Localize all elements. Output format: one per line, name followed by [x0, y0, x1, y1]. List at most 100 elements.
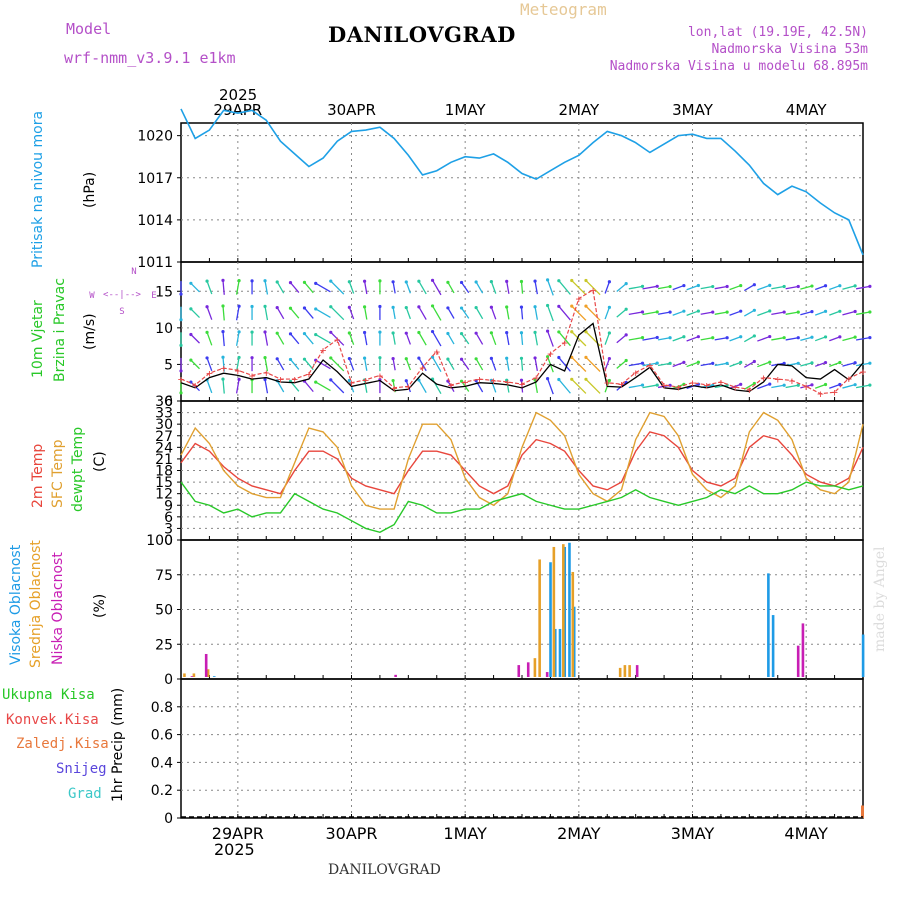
wind-arrow: [814, 361, 826, 367]
ytick-label: 24: [155, 440, 173, 456]
wind-gust-marker: +: [774, 373, 781, 386]
wind-arrow: [431, 280, 442, 296]
wind-arrow-head: [823, 382, 828, 387]
wind-arrow-head: [446, 306, 450, 310]
wind-arrow: [405, 281, 411, 294]
wind-arrow: [330, 306, 345, 321]
wind-arrow: [534, 357, 538, 372]
wind-arrow-head: [474, 357, 478, 361]
wind-arrow: [276, 332, 285, 345]
wind-arrow: [363, 281, 368, 295]
wind-arrow-head: [329, 330, 333, 334]
wind-arrow-head: [796, 383, 800, 387]
wind-arrow: [743, 360, 755, 368]
wind-arrow-head: [417, 378, 421, 382]
wind-arrow-head: [519, 331, 524, 335]
wind-arrow-head: [655, 383, 659, 387]
wind-arrow-head: [474, 331, 478, 335]
wind-arrow-head: [584, 278, 588, 283]
wind-arrow-head: [768, 283, 772, 287]
wind-arrow: [206, 306, 213, 320]
bottom-date-label: 2MAY: [557, 824, 601, 843]
wind-arrow-head: [205, 279, 209, 283]
wind-arrow-head: [417, 356, 421, 360]
wind-arrow: [447, 307, 455, 319]
wind-arrow-head: [417, 305, 421, 309]
wind-arrow-head: [275, 357, 279, 361]
wind-arrow-head: [696, 283, 700, 288]
wind-arrow-head: [489, 305, 493, 309]
ytick-label: 36: [155, 394, 173, 410]
wind-arrow: [418, 306, 427, 320]
compass-e: E: [151, 291, 156, 301]
wind-arrow: [546, 305, 554, 322]
wind-arrow: [235, 280, 240, 295]
wind-arrow-head: [782, 383, 786, 387]
wind-arrow: [686, 336, 699, 342]
wind-arrow-head: [640, 284, 645, 288]
wind-arrow: [235, 357, 240, 372]
wind-arrow-head: [250, 356, 254, 360]
wind-arrow: [757, 310, 770, 317]
wind-arrow-head: [263, 330, 267, 334]
wind-arrow: [276, 380, 285, 393]
bottom-date-label: 1MAY: [443, 824, 487, 843]
wind-arrow: [447, 380, 455, 392]
wind-gust-marker: +: [746, 383, 753, 396]
wind-arrow: [604, 307, 610, 320]
wind-arrow: [642, 384, 658, 389]
wind-arrow: [276, 307, 285, 320]
wind-arrow: [190, 334, 200, 344]
wind-arrow-head: [640, 336, 645, 340]
wind-arrow-head: [682, 360, 686, 364]
wind-arrow-head: [221, 377, 225, 381]
wind-arrow: [405, 358, 411, 371]
wind-arrow-head: [640, 383, 645, 387]
wind-arrow: [206, 379, 213, 394]
wind-arrow: [461, 282, 470, 294]
wind-gust-marker: +: [845, 372, 852, 385]
wind-arrow: [546, 330, 554, 347]
wind-arrow: [431, 356, 442, 373]
wind-arrow-head: [823, 284, 828, 288]
wind-arrow: [546, 378, 554, 395]
wind-arrow-head: [302, 357, 307, 361]
wind-arrow: [700, 285, 713, 290]
cloud-low-bar: [526, 662, 530, 677]
wind-gust-marker: +: [618, 378, 625, 391]
wind-gust-marker: +: [192, 379, 199, 392]
wind-arrow: [657, 311, 671, 315]
wind-arrow: [264, 331, 269, 346]
bottom-date-label: 30APR: [325, 824, 377, 843]
wind-gust-marker: +: [206, 367, 213, 380]
wind-arrow-head: [459, 306, 464, 310]
wind-arrow: [222, 379, 225, 394]
wind-gust-marker: +: [718, 376, 725, 389]
wind-gust-marker: +: [320, 344, 327, 357]
wind-arrow: [829, 285, 841, 291]
wind-arrow-head: [314, 307, 318, 311]
legend-grad: Grad: [68, 786, 102, 802]
ytick-label: 6: [164, 510, 173, 526]
wind-arrow-head: [189, 332, 193, 337]
wind-arrow: [642, 336, 658, 341]
wind-arrow: [771, 311, 785, 315]
wind-arrow: [616, 359, 627, 369]
wind-arrow-head: [752, 334, 756, 338]
wind-arrow-head: [682, 283, 686, 288]
top-date-label: 29APR: [213, 101, 262, 119]
wind-arrow: [392, 332, 396, 345]
ytick-label: 0: [164, 533, 173, 549]
wind-arrow-head: [655, 361, 659, 365]
wind-arrow-head: [519, 378, 524, 382]
wind-arrow: [461, 333, 470, 345]
wind-arrow-head: [329, 356, 333, 360]
cloud-mid-bar: [623, 665, 627, 677]
wind-gust-marker: +: [504, 376, 511, 389]
precip-bar: [861, 805, 864, 818]
cloud-high-bar: [771, 615, 775, 677]
wind-arrow: [842, 285, 856, 290]
wind-arrow: [672, 336, 685, 342]
meteogram-label: Meteogram: [520, 0, 607, 19]
legend-konvek-kisa: Konvek.Kisa: [6, 712, 99, 728]
